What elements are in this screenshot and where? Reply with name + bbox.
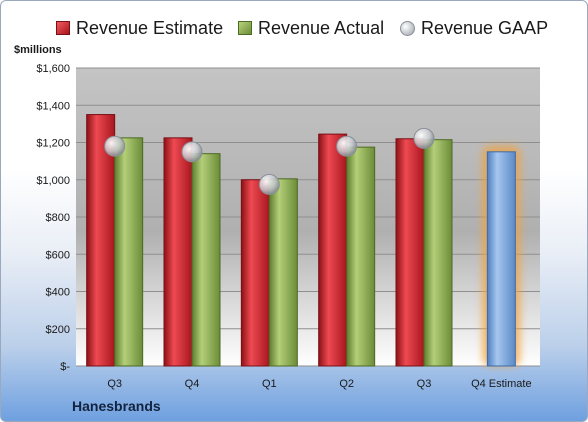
marker-revenue-gaap [104,135,126,157]
marker-revenue-gaap [181,141,203,163]
y-tick-label: $- [60,361,70,373]
bar-q4-estimate [486,151,516,367]
legend-swatch-gaap [400,20,415,36]
bar-revenue-estimate [240,179,270,367]
bar-revenue-estimate [318,133,348,367]
x-tick-label: Q4 Estimate [471,378,532,390]
legend-item-revenue-actual: Revenue Actual [238,14,384,42]
bar-revenue-estimate [163,137,193,367]
bar-revenue-actual [346,146,376,367]
legend-label-actual: Revenue Actual [258,17,385,38]
bar-revenue-estimate [86,114,116,367]
legend: Revenue Estimate Revenue Actual Revenue … [0,14,588,42]
legend-label-gaap: Revenue GAAP [421,17,549,38]
x-tick-label: Q2 [339,378,354,390]
y-tick-label: $400 [46,287,70,299]
marker-revenue-gaap [336,135,358,157]
bar-revenue-actual [114,137,144,367]
company-name: Hanesbrands [72,398,161,414]
y-tick-label: $1,600 [36,63,70,75]
legend-item-revenue-gaap: Revenue GAAP [400,14,548,42]
marker-revenue-gaap [258,173,280,195]
x-tick-label: Q1 [262,378,277,390]
y-tick-label: $600 [46,249,70,261]
y-tick-label: $1,000 [36,175,70,187]
bar-revenue-actual [423,139,453,367]
legend-swatch-estimate [56,21,70,35]
marker-revenue-gaap [413,127,435,149]
y-tick-label: $1,400 [36,100,70,112]
x-tick-label: Q3 [417,378,432,390]
x-tick-label: Q4 [185,378,200,390]
y-tick-label: $200 [46,324,70,336]
y-tick-label: $1,200 [36,138,70,150]
x-tick-label: Q3 [107,378,122,390]
bar-revenue-estimate [395,138,425,367]
legend-label-estimate: Revenue Estimate [76,17,224,38]
bar-revenue-actual [268,178,298,367]
y-tick-label: $800 [46,212,70,224]
y-axis-label: $millions [14,44,62,56]
bar-revenue-actual [191,153,221,367]
legend-item-revenue-estimate: Revenue Estimate [56,14,223,42]
legend-swatch-actual [238,21,252,35]
